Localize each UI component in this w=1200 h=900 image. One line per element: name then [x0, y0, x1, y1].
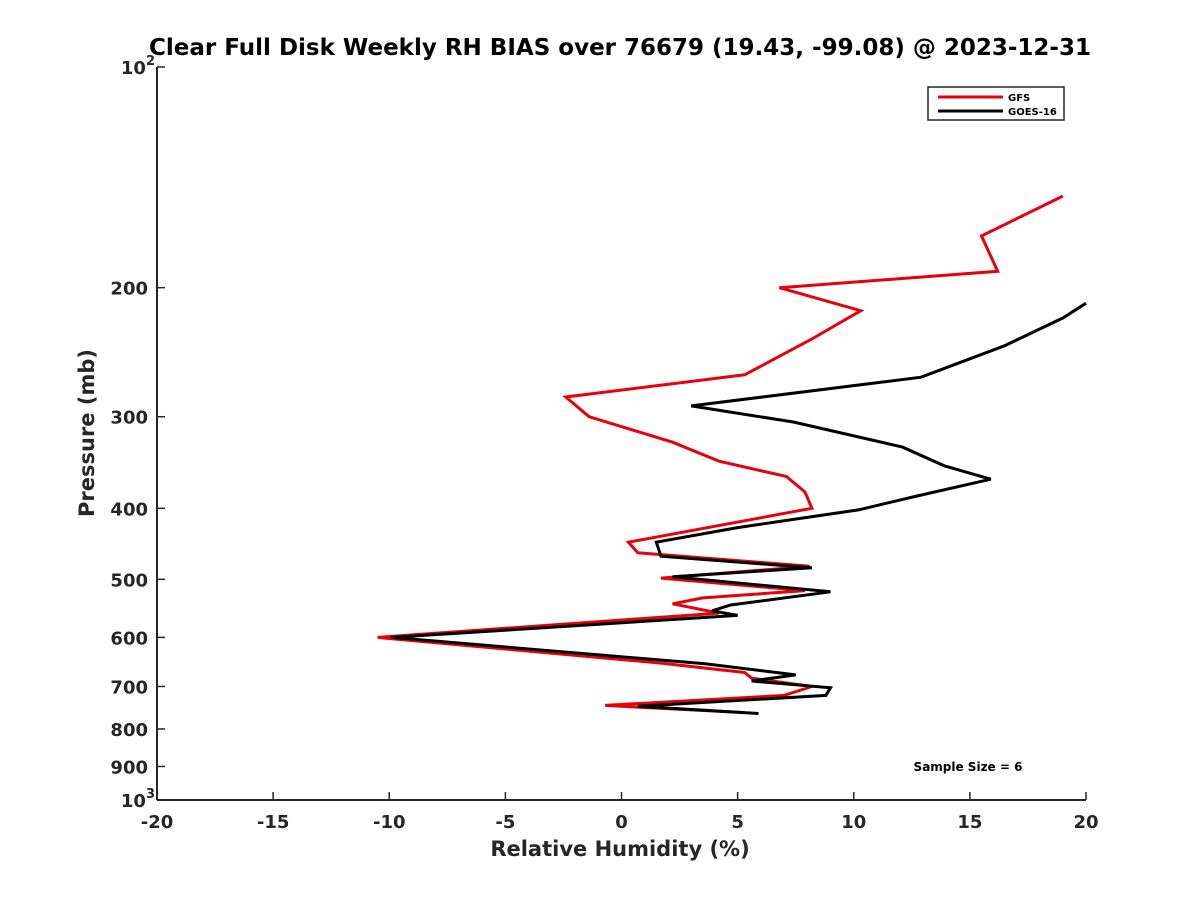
- y-tick-label: 300: [110, 408, 148, 429]
- y-tick-label: 500: [110, 570, 148, 591]
- plot-area: [377, 194, 1087, 715]
- x-tick-label: 15: [957, 812, 982, 833]
- sample-size-annotation: Sample Size = 6: [914, 760, 1023, 774]
- x-tick-label: -15: [257, 812, 290, 833]
- x-axis-ticks: -20 -15 -10 -5 0 5 10 15 20: [141, 792, 1099, 833]
- x-tick-label: -10: [373, 812, 406, 833]
- axes: [156, 67, 1086, 801]
- legend-box: [927, 86, 1065, 121]
- x-tick-label: -20: [141, 812, 174, 833]
- x-axis-label: Relative Humidity (%): [490, 837, 749, 861]
- series-line-gfs: [377, 194, 1064, 715]
- y-tick-label: 700: [110, 677, 148, 698]
- chart-title: Clear Full Disk Weekly RH BIAS over 7667…: [149, 35, 1091, 61]
- y-axis-ticks: 102 200 300 400 500 600 700 800 900 103: [110, 54, 165, 812]
- x-tick-label: 0: [615, 812, 628, 833]
- x-tick-label: 10: [841, 812, 866, 833]
- y-tick-label: 400: [110, 499, 148, 520]
- x-tick-label: -5: [495, 812, 515, 833]
- legend-label: GOES-16: [1008, 107, 1057, 118]
- series-line-goes-16: [391, 301, 1087, 715]
- y-tick-label: 600: [110, 628, 148, 649]
- legend: GFS GOES-16: [927, 86, 1065, 121]
- legend-label: GFS: [1008, 93, 1030, 104]
- y-tick-label: 103: [121, 787, 155, 812]
- y-tick-label: 900: [110, 757, 148, 778]
- y-tick-label: 200: [110, 279, 148, 300]
- x-tick-label: 20: [1073, 812, 1098, 833]
- y-tick-label: 800: [110, 720, 148, 741]
- y-axis-label: Pressure (mb): [75, 349, 99, 517]
- x-tick-label: 5: [731, 812, 744, 833]
- y-tick-label: 102: [121, 54, 155, 79]
